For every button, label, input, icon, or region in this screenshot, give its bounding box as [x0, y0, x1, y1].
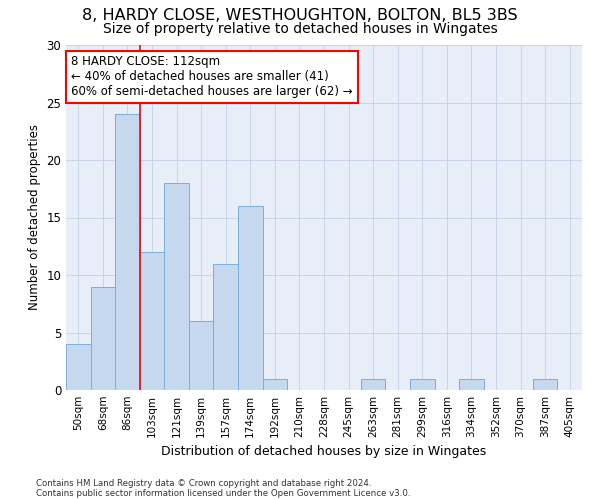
Bar — [410, 378, 434, 390]
Text: Size of property relative to detached houses in Wingates: Size of property relative to detached ho… — [103, 22, 497, 36]
Bar — [459, 378, 484, 390]
Text: 8, HARDY CLOSE, WESTHOUGHTON, BOLTON, BL5 3BS: 8, HARDY CLOSE, WESTHOUGHTON, BOLTON, BL… — [82, 8, 518, 22]
Bar — [115, 114, 140, 390]
Bar — [164, 183, 189, 390]
Y-axis label: Number of detached properties: Number of detached properties — [28, 124, 41, 310]
Bar — [91, 286, 115, 390]
Bar — [214, 264, 238, 390]
Bar — [361, 378, 385, 390]
Bar — [263, 378, 287, 390]
Bar — [140, 252, 164, 390]
Bar — [66, 344, 91, 390]
Text: 8 HARDY CLOSE: 112sqm
← 40% of detached houses are smaller (41)
60% of semi-deta: 8 HARDY CLOSE: 112sqm ← 40% of detached … — [71, 56, 353, 98]
Bar — [533, 378, 557, 390]
Text: Contains public sector information licensed under the Open Government Licence v3: Contains public sector information licen… — [36, 488, 410, 498]
Bar — [189, 321, 214, 390]
Bar — [238, 206, 263, 390]
X-axis label: Distribution of detached houses by size in Wingates: Distribution of detached houses by size … — [161, 446, 487, 458]
Text: Contains HM Land Registry data © Crown copyright and database right 2024.: Contains HM Land Registry data © Crown c… — [36, 478, 371, 488]
